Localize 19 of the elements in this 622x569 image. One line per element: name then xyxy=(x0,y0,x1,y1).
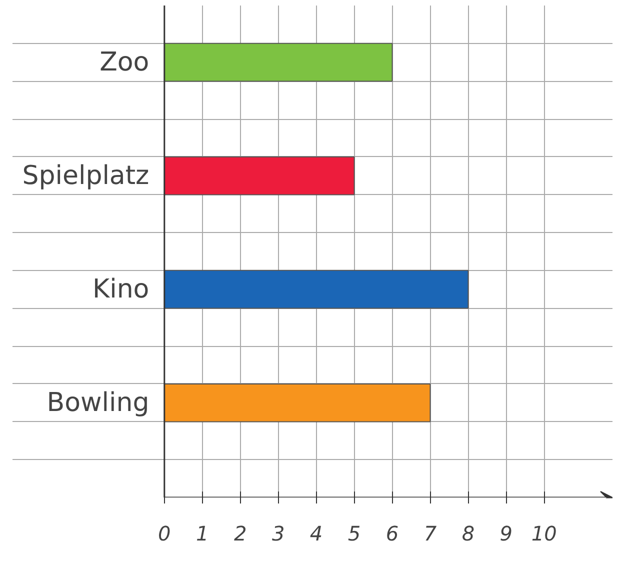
x-tick-label: 5 xyxy=(348,522,361,546)
y-tick-label: Bowling xyxy=(46,388,150,418)
x-tick-label: 7 xyxy=(424,522,437,546)
x-tick-label: 0 xyxy=(158,522,171,546)
y-tick-label: Kino xyxy=(92,274,150,304)
x-tick-label: 2 xyxy=(234,522,247,546)
x-tick-label: 4 xyxy=(310,522,323,546)
x-tick-label: 9 xyxy=(500,522,513,546)
y-tick-label: Zoo xyxy=(100,47,150,78)
bar xyxy=(164,156,355,196)
x-tick-label: 10 xyxy=(531,522,557,546)
bar xyxy=(164,270,469,309)
x-tick-label: 6 xyxy=(386,522,399,546)
x-tick-label: 3 xyxy=(272,522,285,546)
x-tick-label: 1 xyxy=(196,522,209,546)
bar xyxy=(164,42,393,82)
y-tick-label: Spielplatz xyxy=(22,160,150,191)
bar xyxy=(164,383,431,422)
x-tick-label: 8 xyxy=(462,522,475,546)
